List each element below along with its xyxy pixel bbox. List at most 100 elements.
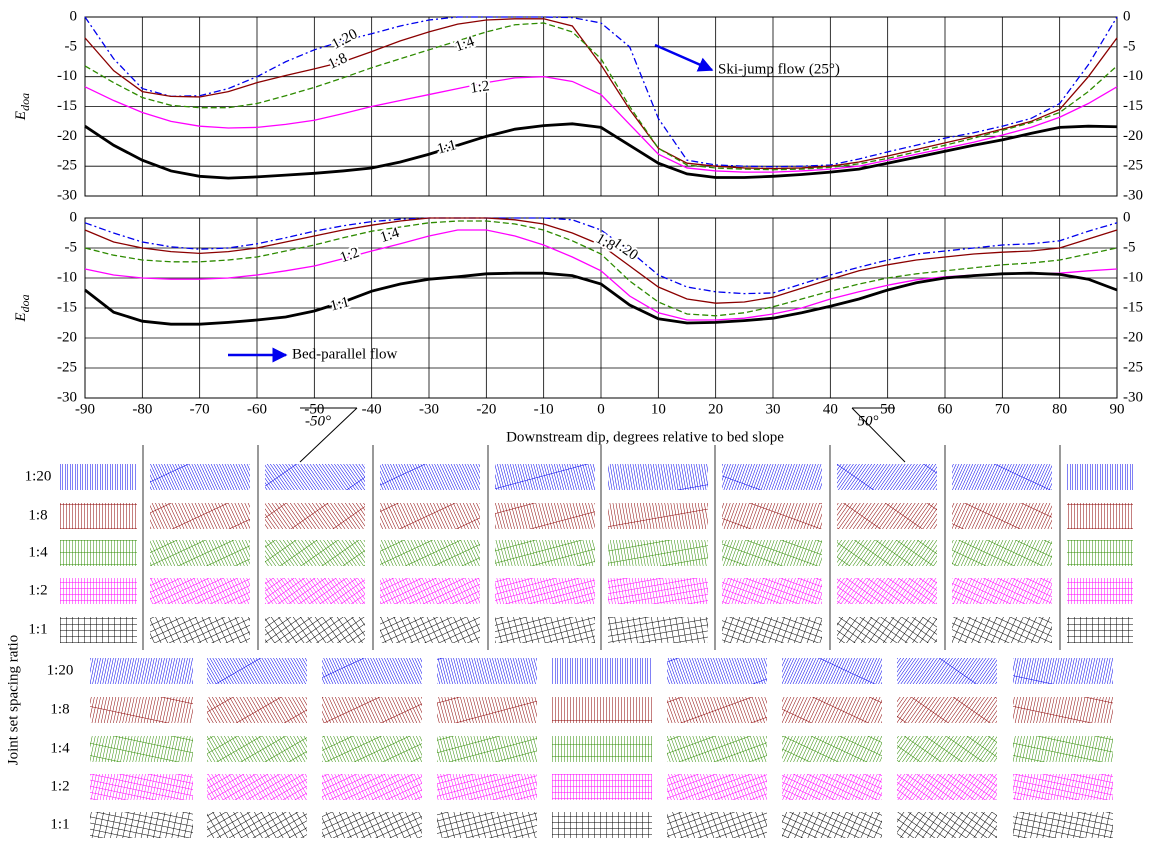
y-tick-label-right: -25 [1123, 359, 1143, 375]
x-tick-label: -30 [419, 401, 439, 417]
block-y-label: Joint set spacing ratio [5, 635, 21, 765]
row-label: 1:8 [50, 701, 69, 717]
y-tick-label-right: 0 [1123, 209, 1131, 225]
row-label: 1:20 [47, 662, 74, 678]
block-joint [60, 540, 137, 566]
block-joint [207, 658, 307, 684]
block-joint [495, 503, 595, 529]
block-joint [60, 578, 137, 604]
block-joint [437, 774, 537, 800]
block-joint [608, 540, 708, 566]
y-tick-label: -20 [57, 329, 77, 345]
block-joint [207, 812, 307, 838]
x-tick-label: 30 [766, 401, 781, 417]
series-line [84, 22, 1118, 171]
angle-line [851, 407, 906, 463]
y-tick-label-right: -15 [1123, 98, 1143, 114]
block-joint [837, 464, 937, 490]
x-tick-label: -20 [476, 401, 496, 417]
x-tick-label: -40 [362, 401, 382, 417]
block-joint [322, 812, 422, 838]
block-joint [897, 658, 997, 684]
block-joint [495, 540, 595, 566]
angle-label: -50° [305, 413, 331, 429]
block-joint [265, 503, 365, 529]
block-joint [495, 617, 595, 643]
y-tick-label-right: -10 [1123, 269, 1143, 285]
x-tick-label: 80 [1052, 401, 1067, 417]
row-label: 1:1 [28, 621, 47, 637]
block-joint [1013, 774, 1113, 800]
block-joint [667, 697, 767, 723]
angle-line [299, 407, 358, 463]
block-joint [90, 812, 193, 838]
block-joint [1013, 736, 1113, 762]
x-tick-label: 60 [938, 401, 953, 417]
row-label: 1:1 [50, 816, 69, 832]
y-tick-label: 0 [70, 8, 78, 24]
x-tick-label: 50 [880, 401, 895, 417]
block-joint [782, 774, 882, 800]
block-joint [60, 503, 137, 529]
x-tick-label: 0 [597, 401, 605, 417]
y-axis-label-sub: doa [18, 294, 32, 312]
y-tick-label-right: -15 [1123, 299, 1143, 315]
y-tick-label-right: -5 [1123, 38, 1136, 54]
y-tick-label: -15 [57, 98, 77, 114]
y-tick-label-right: -30 [1123, 187, 1143, 203]
block-joint [667, 774, 767, 800]
x-tick-label: 20 [708, 401, 723, 417]
x-tick-label: -80 [132, 401, 152, 417]
block-joint [150, 464, 250, 490]
x-tick-label: -70 [190, 401, 210, 417]
series-line [84, 18, 1118, 170]
plot-frame [84, 217, 1118, 399]
series-label: 1:8 [326, 50, 350, 73]
block-joint [60, 617, 137, 643]
x-tick-label: -60 [247, 401, 267, 417]
x-axis-label: Downstream dip, degrees relative to bed … [506, 429, 784, 445]
y-tick-label-right: -30 [1123, 389, 1143, 405]
block-joint [322, 697, 422, 723]
y-tick-label-right: -10 [1123, 68, 1143, 84]
series-line [84, 217, 1118, 304]
block-joint [552, 658, 652, 684]
y-axis-label-main: E [13, 312, 29, 322]
block-joint [437, 658, 537, 684]
row-label: 1:20 [25, 468, 52, 484]
y-tick-label: 0 [70, 209, 78, 225]
y-tick-label: -25 [57, 158, 77, 174]
block-joint [667, 812, 767, 838]
block-joint [495, 464, 595, 490]
block-joint [207, 736, 307, 762]
block-joint [897, 697, 997, 723]
block-joint [552, 774, 652, 800]
y-tick-label-right: -20 [1123, 128, 1143, 144]
block-joint [608, 578, 708, 604]
block-joint [722, 464, 822, 490]
row-label: 1:4 [50, 740, 70, 756]
y-axis-label-main: E [13, 111, 29, 121]
block-joint [782, 812, 882, 838]
block-joint [608, 464, 708, 490]
block-joint [207, 697, 307, 723]
block-joint [380, 617, 480, 643]
block-joint [722, 540, 822, 566]
x-tick-label: 70 [995, 401, 1010, 417]
block-joint [952, 503, 1052, 529]
block-joint [782, 697, 882, 723]
series-line [84, 76, 1118, 173]
block-joint [380, 578, 480, 604]
series-label: 1:20 [329, 26, 360, 53]
block-joint [837, 617, 937, 643]
block-joint [1067, 617, 1133, 643]
row-label: 1:8 [28, 507, 47, 523]
block-joint [1013, 697, 1113, 723]
series-line [84, 16, 1118, 168]
x-tick-label: -10 [534, 401, 554, 417]
y-tick-label-right: -5 [1123, 239, 1136, 255]
block-joint [380, 503, 480, 529]
y-tick-label-right: -25 [1123, 158, 1143, 174]
block-joint [322, 774, 422, 800]
